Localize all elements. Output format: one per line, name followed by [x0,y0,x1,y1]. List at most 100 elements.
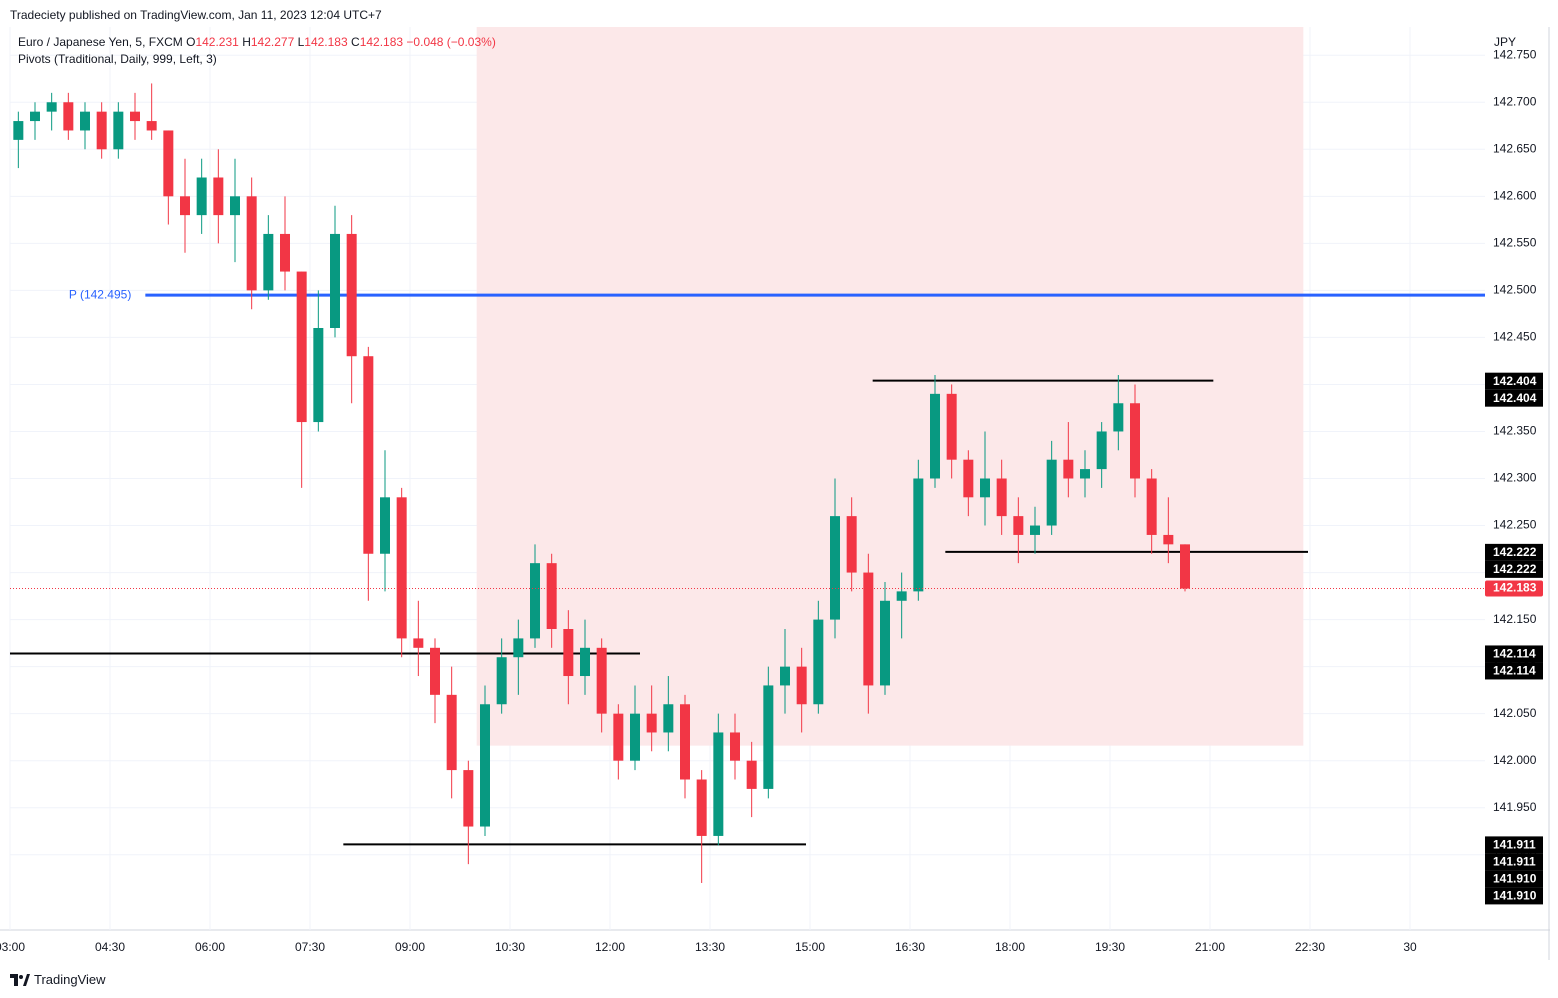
candle-body [1013,516,1024,535]
publisher: Tradeciety published on TradingView.com,… [10,8,382,22]
candle-body [130,111,140,122]
o-value: 142.231 [195,35,239,49]
x-tick-label: 30 [1403,940,1417,954]
y-tick-label: 142.050 [1493,706,1537,720]
candle-body [680,704,690,780]
price-badge-label: 142.222 [1493,562,1537,576]
candle-body [780,666,790,686]
candle-body [563,629,574,677]
symbol: Euro / Japanese Yen, 5, FXCM [18,35,183,49]
x-tick-label: 15:00 [795,940,825,954]
change: −0.048 (−0.03%) [406,35,496,49]
candle-body [1130,403,1140,479]
price-badge [1485,853,1543,871]
y-tick-label: 142.000 [1493,753,1537,767]
candle-body [746,760,757,789]
footer: TradingView [10,972,106,987]
candle-body [713,732,724,836]
candle-body [96,111,107,150]
candle-body [313,328,324,423]
h-value: 142.277 [250,35,295,49]
candle-body [363,356,374,554]
candle-body [696,779,707,836]
candle-body [513,638,524,658]
logo [10,973,30,986]
y-tick-label: 142.350 [1493,424,1537,438]
candle-body [263,233,274,291]
o-key: O [186,35,196,49]
x-tick-label: 12:00 [595,940,625,954]
candle-body [463,770,474,827]
current-price-label: 142.183 [1493,581,1537,595]
x-tick-label: 21:00 [1195,940,1225,954]
y-tick-label: 142.750 [1493,47,1537,61]
legend: Euro / Japanese Yen, 5, FXCM O142.231 H1… [18,35,496,49]
candle-body [380,497,390,554]
price-badge [1485,372,1543,390]
candle-body [163,130,174,197]
candle-body [846,516,857,573]
y-tick-label: 142.600 [1493,188,1537,202]
price-badge-label: 142.114 [1493,664,1536,678]
l-value: 142.183 [304,35,348,49]
price-badge [1485,560,1543,578]
y-tick-label: 142.300 [1493,471,1537,485]
y-tick-label: 142.450 [1493,330,1537,344]
candle-body [396,497,407,639]
x-tick-label: 16:30 [895,940,925,954]
candle-body [1113,403,1124,432]
x-tick-label: 13:30 [695,940,725,954]
price-badge [1485,836,1543,854]
y-tick-label: 141.950 [1493,800,1537,814]
candle-body [413,638,424,648]
candle-body [196,177,207,216]
x-tick-label: 06:00 [195,940,225,954]
candle-body [830,516,840,620]
price-badge [1485,389,1543,407]
candle-body [80,111,90,131]
y-tick-label: 142.700 [1493,94,1537,108]
candle-body [496,657,507,705]
price-badge [1485,543,1543,561]
candle-body [63,102,74,131]
x-tick-label: 04:30 [95,940,125,954]
candle-body [796,666,807,705]
candle-body [530,563,540,639]
x-tick-label: 18:00 [995,940,1025,954]
x-tick-label: 09:00 [395,940,425,954]
candle-body [1046,459,1057,526]
price-badge-label: 141.910 [1493,872,1537,886]
y-tick-label: 142.650 [1493,141,1537,155]
price-badge-label: 141.910 [1493,889,1537,903]
candle-body [1080,469,1090,479]
candle-body [180,196,190,216]
candle-body [546,563,557,629]
candle-body [330,233,340,328]
currency: JPY [1494,35,1517,49]
candle-body [813,619,824,705]
current-price-badge [1485,580,1543,597]
candle-body [280,233,290,272]
price-badge [1485,662,1543,680]
candle-body [46,102,57,112]
l-key: L [297,35,305,49]
candle-body [763,685,774,789]
candle-body [296,271,307,423]
candle-body [730,732,740,761]
candle-body [480,704,490,827]
indicator: Pivots (Traditional, Daily, 999, Left, 3… [18,52,217,66]
c-key: C [351,35,360,49]
candle-body [146,121,157,131]
candle-body [113,111,124,150]
candle-body [580,647,590,677]
candle-body [1096,431,1107,470]
x-tick-label: 03:00 [0,940,25,954]
candle-body [430,647,440,695]
candle-body [346,233,357,357]
candle-body [646,713,657,733]
price-badge [1485,645,1543,663]
candle-body [663,704,674,733]
candle-body [880,600,890,686]
candle-body [213,177,224,216]
